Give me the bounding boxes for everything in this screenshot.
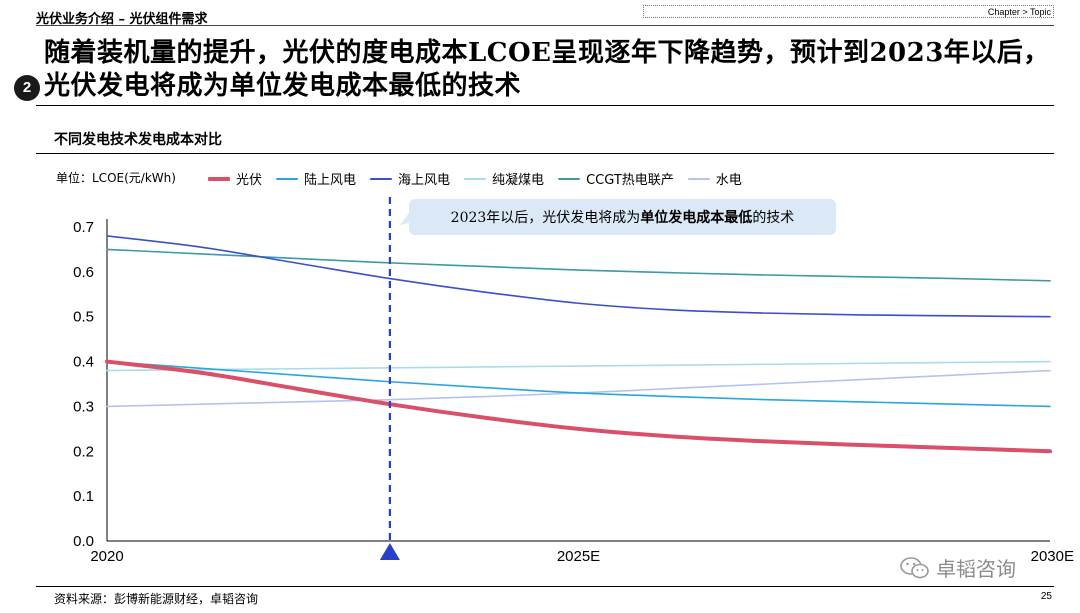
legend-label: 陆上风电 (304, 173, 357, 188)
legend-swatch (558, 177, 581, 180)
wechat-icon (900, 556, 929, 578)
legend-swatch (276, 177, 299, 180)
chapter-topic-box: Chapter > Topic (643, 5, 1054, 18)
legend-item: 水电 (687, 169, 742, 188)
legend-item: 纯凝煤电 (464, 169, 544, 188)
chart-title: 不同发电技术发电成本对比 (54, 132, 222, 148)
legend-item: CCGT热电联产 (558, 169, 674, 188)
watermark: 卓韬咨询 (900, 553, 1016, 582)
x-tick-label: 2020 (90, 548, 123, 565)
chart-legend: 光伏 陆上风电 海上风电 纯凝煤电 CCGT热电联产 水电 (208, 169, 756, 188)
series-line-5 (106, 369, 1051, 408)
annotation-box (409, 199, 836, 235)
series-line-3 (106, 360, 1051, 372)
legend-label: 水电 (715, 173, 742, 188)
series-line-1 (106, 360, 1051, 408)
legend-swatch (687, 177, 710, 180)
page-title: 随着装机量的提升，光伏的度电成本LCOE呈现逐年下降趋势，预计到2023年以后，… (44, 38, 1050, 101)
section-number-badge: 2 (14, 75, 40, 101)
legend-item: 光伏 (208, 169, 262, 188)
footer-divider (36, 586, 1054, 587)
x-tick-label: 2030E (1031, 548, 1074, 565)
y-axis-unit-label: 单位：LCOE(元/kWh) (56, 171, 176, 185)
y-tick-label: 0.4 (73, 354, 94, 371)
y-tick-label: 0.6 (73, 264, 94, 281)
legend-label: 光伏 (236, 173, 263, 188)
legend-swatch (208, 176, 230, 181)
series-line-0 (105, 359, 1052, 454)
series-line-4 (106, 248, 1051, 282)
source-note: 资料来源：彭博新能源财经，卓韬咨询 (54, 592, 259, 606)
y-tick-label: 0.1 (73, 488, 94, 505)
page-number: 25 (1040, 591, 1052, 602)
y-tick-label: 0.3 (73, 398, 94, 415)
marker-triangle (379, 543, 400, 560)
y-tick-label: 0.5 (73, 309, 94, 326)
legend-swatch (370, 177, 393, 180)
legend-label: 纯凝煤电 (492, 173, 545, 188)
top-divider (36, 25, 1054, 26)
legend-label: CCGT热电联产 (586, 173, 674, 188)
series-line-2 (106, 235, 1051, 318)
annotation-pointer (400, 213, 409, 225)
chart-title-divider (36, 153, 1054, 154)
legend-item: 陆上风电 (276, 169, 356, 188)
y-tick-label: 0.7 (73, 219, 94, 236)
legend-swatch (464, 177, 487, 180)
legend-item: 海上风电 (370, 169, 450, 188)
y-tick-label: 0.2 (73, 443, 94, 460)
breadcrumb: 光伏业务介绍 – 光伏组件需求 (36, 12, 208, 27)
title-divider (36, 105, 1054, 106)
legend-label: 海上风电 (398, 173, 451, 188)
annotation-text: 2023年以后，光伏发电将成为单位发电成本最低的技术 (451, 209, 795, 226)
watermark-text: 卓韬咨询 (936, 557, 1016, 581)
x-tick-label: 2025E (557, 548, 600, 565)
y-tick-label: 0.0 (73, 533, 94, 550)
